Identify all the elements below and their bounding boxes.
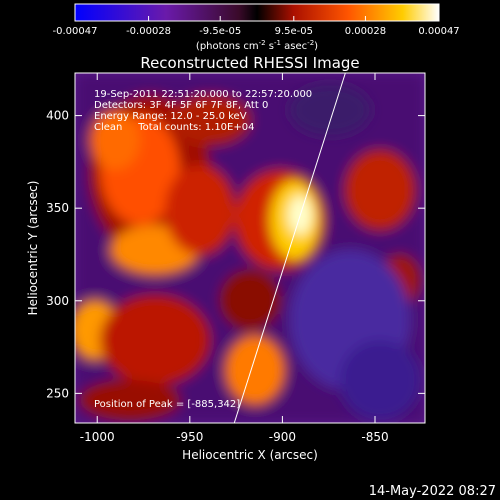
y-tick-label: 300 bbox=[46, 294, 69, 308]
colorbar-gradient bbox=[74, 3, 440, 22]
limb-line bbox=[233, 73, 346, 423]
plot-title: Reconstructed RHESSI Image bbox=[140, 54, 359, 72]
colorbar-tick-label: 0.00047 bbox=[418, 26, 459, 37]
y-axis-ticks: 250 300 350 400 bbox=[46, 109, 425, 400]
colorbar-tick-label: 9.5e-05 bbox=[275, 26, 313, 37]
rhessi-image bbox=[75, 73, 425, 423]
colorbar-tick-label: 0.00028 bbox=[345, 26, 386, 37]
x-tick-label: -900 bbox=[269, 430, 296, 444]
x-axis-ticks: -1000 -950 -900 -850 bbox=[80, 73, 389, 444]
annotation-energy: Energy Range: 12.0 - 25.0 keV bbox=[94, 111, 247, 122]
x-tick-label: -850 bbox=[361, 430, 388, 444]
y-tick-label: 400 bbox=[46, 109, 69, 123]
y-axis-label: Heliocentric Y (arcsec) bbox=[26, 181, 40, 316]
annotations: 19-Sep-2011 22:51:20.000 to 22:57:20.000… bbox=[94, 89, 312, 410]
colorbar-tick-label: -0.00028 bbox=[126, 26, 171, 37]
footer-timestamp: 14-May-2022 08:27 bbox=[369, 484, 496, 499]
colorbar-units: (photons cm-2 s-1 asec-2) bbox=[196, 39, 318, 52]
colorbar-tick-label: -9.5e-05 bbox=[199, 26, 241, 37]
colorbar-ticks: -0.00047 -0.00028 -9.5e-05 9.5e-05 0.00028 0.… bbox=[53, 16, 460, 37]
colorbar-tick-label: -0.00047 bbox=[53, 26, 98, 37]
x-tick-label: -950 bbox=[176, 430, 203, 444]
annotation-clean: Clean Total counts: 1.10E+04 bbox=[94, 122, 254, 133]
y-tick-label: 250 bbox=[46, 386, 69, 400]
y-tick-label: 350 bbox=[46, 201, 69, 215]
annotation-peak: Position of Peak = [-885,342] bbox=[94, 399, 240, 410]
x-tick-label: -1000 bbox=[80, 430, 115, 444]
annotation-time: 19-Sep-2011 22:51:20.000 to 22:57:20.000 bbox=[94, 89, 312, 100]
emission-blobs bbox=[75, 73, 425, 423]
x-axis-label: Heliocentric X (arcsec) bbox=[182, 448, 318, 462]
plot-frame bbox=[74, 72, 426, 424]
colorbar: -0.00047 -0.00028 -9.5e-05 9.5e-05 0.00028 0.… bbox=[53, 3, 460, 52]
annotation-detectors: Detectors: 3F 4F 5F 6F 7F 8F, Att 0 bbox=[94, 100, 268, 111]
